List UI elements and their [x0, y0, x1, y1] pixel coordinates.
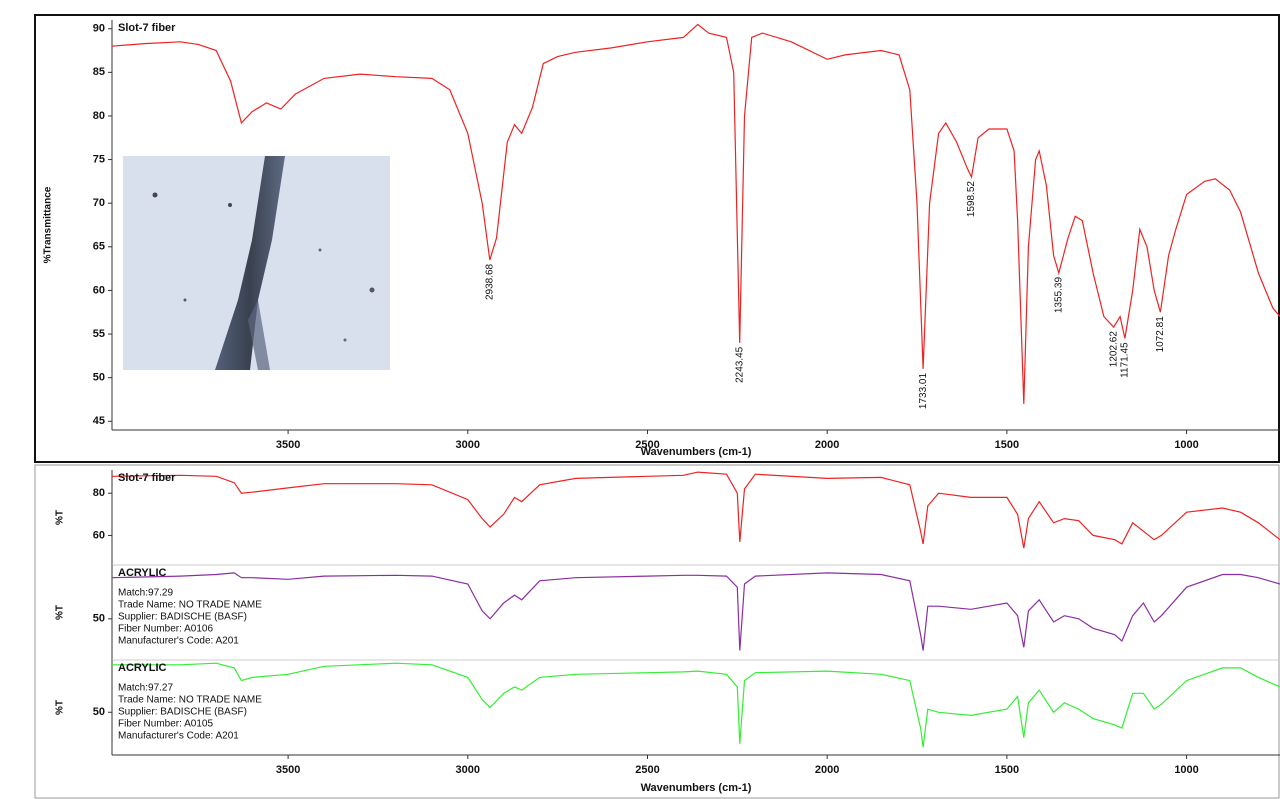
inset-photo [123, 156, 390, 370]
peak-label: 1355.39 [1053, 277, 1064, 314]
x-tick-label: 3000 [456, 439, 480, 451]
peak-label: 2938.68 [484, 263, 495, 300]
series-label: Slot-7 fiber [118, 472, 176, 484]
y-tick-label: 80 [93, 110, 105, 122]
y-tick-label: 50 [93, 613, 105, 625]
match-note: Trade Name: NO TRADE NAME [118, 600, 262, 611]
y-tick-label: 90 [93, 23, 105, 35]
peak-label: 1733.01 [918, 373, 929, 410]
y-tick-label: 60 [93, 529, 105, 541]
bottom-frame [34, 464, 1280, 799]
spectrum-line [112, 662, 1280, 748]
x-tick-label: 2500 [635, 439, 659, 451]
x-tick-label: 2500 [635, 764, 659, 776]
match-note: Supplier: BADISCHE (BASF) [118, 612, 247, 623]
match-note: Fiber Number: A0106 [118, 624, 213, 635]
match-note: Manufacturer's Code: A201 [118, 636, 239, 647]
y-tick-label: 45 [93, 415, 105, 427]
x-tick-label: 1500 [995, 439, 1019, 451]
match-note: Fiber Number: A0105 [118, 719, 213, 730]
series-label: ACRYLIC [118, 567, 167, 579]
peak-label: 1202.62 [1108, 331, 1119, 368]
x-tick-label: 1000 [1174, 439, 1198, 451]
series-label: ACRYLIC [118, 662, 167, 674]
y-tick-label: 55 [93, 328, 105, 340]
x-tick-label: 3500 [276, 764, 300, 776]
x-tick-label: 2000 [815, 764, 839, 776]
y-tick-label: 75 [93, 153, 105, 165]
match-note: Manufacturer's Code: A201 [118, 731, 239, 742]
y-tick-label: 65 [93, 241, 105, 253]
match-note: Supplier: BADISCHE (BASF) [118, 707, 247, 718]
peak-label: 2243.45 [734, 346, 745, 383]
peak-label: 1598.52 [966, 181, 977, 218]
x-tick-label: 3000 [456, 764, 480, 776]
y-tick-label: 60 [93, 284, 105, 296]
x-tick-label: 1500 [995, 764, 1019, 776]
y-tick-label: 85 [93, 66, 105, 78]
match-note: Trade Name: NO TRADE NAME [118, 695, 262, 706]
y-axis-label: %T [55, 605, 66, 620]
x-tick-label: 3500 [276, 439, 300, 451]
peak-label: 1171.45 [1120, 342, 1131, 378]
y-axis-label: %Transmittance [43, 186, 54, 263]
spectrum-line [111, 471, 1280, 549]
spectrum-line [111, 23, 1280, 404]
match-note: Match:97.29 [118, 588, 173, 599]
x-tick-label: 1000 [1174, 764, 1198, 776]
y-tick-label: 50 [93, 706, 105, 718]
y-axis-label: %T [55, 700, 66, 715]
peak-label: 1072.81 [1155, 316, 1166, 353]
spectrum-line [111, 572, 1280, 651]
x-axis-label: Wavenumbers (cm-1) [641, 446, 752, 458]
y-axis-label: %T [55, 510, 66, 525]
y-tick-label: 50 [93, 372, 105, 384]
series-label: Slot-7 fiber [118, 22, 176, 34]
x-tick-label: 2000 [815, 439, 839, 451]
match-note: Match:97.27 [118, 683, 173, 694]
y-tick-label: 70 [93, 197, 105, 209]
y-tick-label: 80 [93, 487, 105, 499]
x-axis-label: Wavenumbers (cm-1) [641, 782, 752, 794]
